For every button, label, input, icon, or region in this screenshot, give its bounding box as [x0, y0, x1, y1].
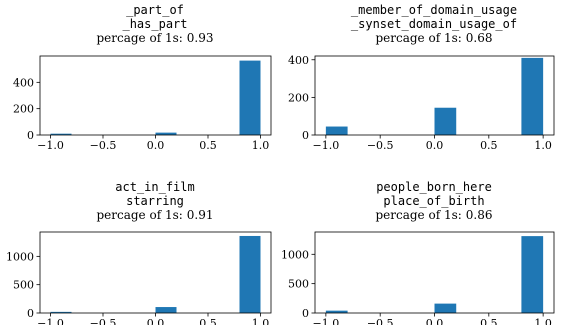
x-tick-label: −0.5	[90, 139, 117, 152]
chart-title-line: _has_part	[122, 17, 187, 31]
chart-title-line: place_of_birth	[383, 194, 484, 208]
x-tick-label: 0.5	[480, 317, 498, 325]
x-tick-label: 0.5	[480, 139, 498, 152]
chart-subtitle: percage of 1s: 0.93	[96, 31, 213, 45]
histogram-bar	[325, 126, 348, 135]
y-tick-label: 0	[302, 307, 309, 320]
x-tick-label: 0.0	[426, 139, 444, 152]
y-tick-label: 1000	[281, 248, 309, 261]
x-tick-label: −1.0	[37, 317, 64, 325]
x-tick-label: −0.5	[367, 139, 394, 152]
histogram-bar	[521, 236, 544, 313]
subplot-member-of-domain-usage: _member_of_domain_usage_synset_domain_us…	[288, 3, 555, 152]
y-tick-label: 200	[288, 91, 309, 104]
x-tick-label: −1.0	[37, 139, 64, 152]
histogram-bar	[50, 311, 72, 313]
histogram-bar	[155, 307, 177, 313]
chart-subtitle: percage of 1s: 0.91	[96, 208, 213, 222]
subtitle-value: 0.91	[187, 208, 214, 222]
chart-title-line: _part_of	[126, 3, 184, 17]
histogram-bar	[325, 310, 348, 313]
subtitle-value: 0.93	[187, 31, 214, 45]
subtitle-label: percage of 1s:	[96, 31, 182, 45]
chart-title-line: _member_of_domain_usage	[351, 3, 517, 17]
y-tick-label: 200	[13, 103, 34, 116]
y-tick-label: 0	[302, 129, 309, 142]
chart-title-line: starring	[126, 194, 184, 208]
x-tick-label: 1.0	[252, 317, 270, 325]
chart-title-line: people_born_here	[376, 180, 492, 194]
histogram-bar	[434, 107, 457, 135]
histogram-bar	[521, 57, 544, 135]
x-tick-label: 0.0	[147, 317, 165, 325]
histogram-bar	[434, 303, 457, 313]
x-tick-label: 0.5	[199, 139, 217, 152]
subtitle-label: percage of 1s:	[96, 208, 182, 222]
x-tick-label: 0.0	[426, 317, 444, 325]
x-tick-label: 0.0	[147, 139, 165, 152]
subtitle-value: 0.86	[466, 208, 493, 222]
x-tick-label: −1.0	[313, 317, 340, 325]
histogram-bar	[155, 132, 177, 135]
chart-subtitle: percage of 1s: 0.86	[375, 208, 492, 222]
x-tick-label: −0.5	[90, 317, 117, 325]
y-tick-label: 1000	[6, 250, 34, 263]
subtitle-label: percage of 1s:	[375, 208, 461, 222]
y-tick-label: 0	[27, 129, 34, 142]
x-tick-label: 0.5	[199, 317, 217, 325]
x-tick-label: 1.0	[252, 139, 270, 152]
y-tick-label: 400	[288, 54, 309, 67]
axes-frame	[39, 55, 272, 136]
y-tick-label: 400	[13, 76, 34, 89]
x-tick-label: 1.0	[534, 317, 552, 325]
subtitle-value: 0.68	[466, 31, 493, 45]
chart-title-line: act_in_film	[115, 180, 194, 194]
chart-subtitle: percage of 1s: 0.68	[375, 31, 492, 45]
histogram-bar	[239, 235, 261, 313]
axes-frame	[314, 231, 555, 314]
histogram-bar	[50, 133, 72, 135]
x-tick-label: −0.5	[367, 317, 394, 325]
y-tick-label: 500	[288, 278, 309, 291]
x-tick-label: −1.0	[313, 139, 340, 152]
y-tick-label: 500	[13, 279, 34, 292]
subtitle-label: percage of 1s:	[375, 31, 461, 45]
axes-frame	[39, 231, 272, 314]
y-tick-label: 0	[27, 307, 34, 320]
x-tick-label: 1.0	[534, 139, 552, 152]
histogram-bar	[239, 60, 261, 135]
chart-title-line: _synset_domain_usage_of	[351, 17, 517, 31]
